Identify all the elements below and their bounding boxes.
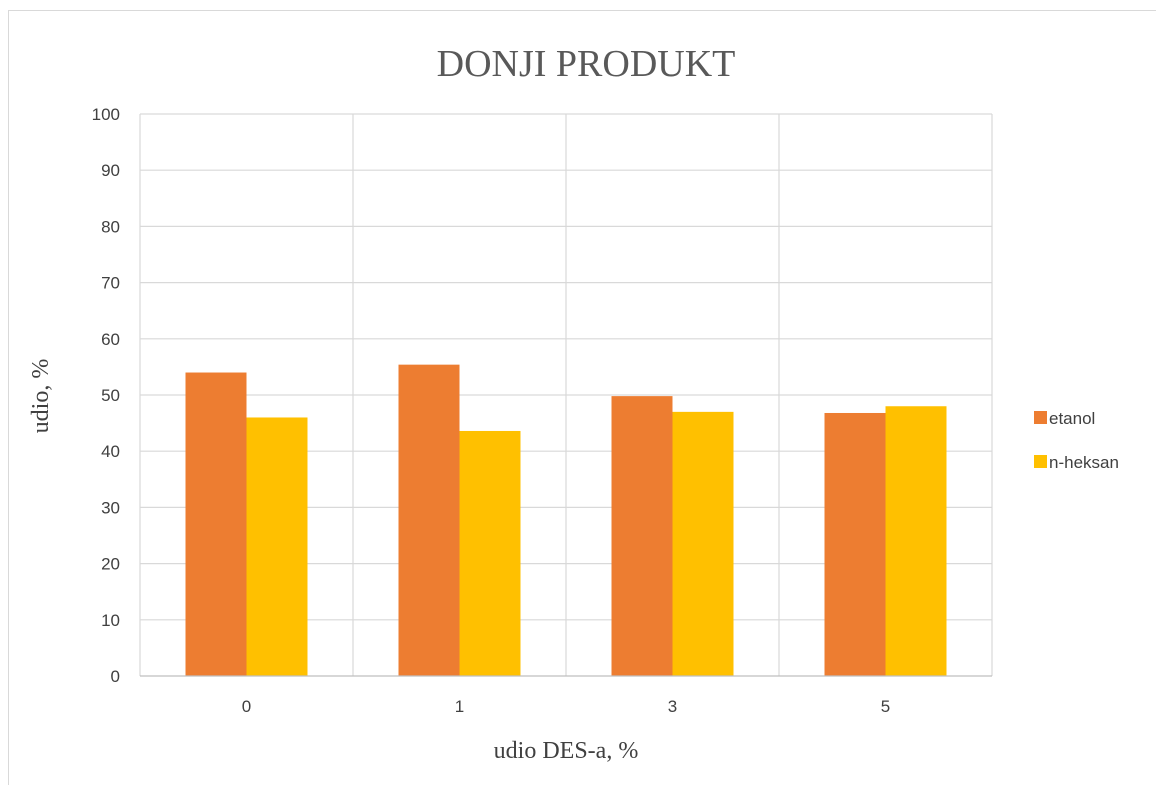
y-tick-label: 0 (111, 667, 120, 686)
bar-n-heksan-0 (246, 417, 308, 676)
y-tick-label: 70 (101, 274, 120, 293)
chart-frame (8, 10, 1156, 785)
bar-etanol-0 (185, 372, 247, 676)
y-tick-label: 90 (101, 161, 120, 180)
y-tick-label: 50 (101, 386, 120, 405)
y-tick-label: 10 (101, 611, 120, 630)
bar-etanol-5 (824, 412, 886, 676)
bar-n-heksan-1 (459, 430, 521, 676)
bar-etanol-3 (611, 396, 673, 676)
y-tick-label: 80 (101, 217, 120, 236)
x-tick-label: 5 (881, 697, 890, 716)
bar-n-heksan-3 (672, 411, 734, 676)
bar-n-heksan-5 (885, 406, 947, 676)
y-axis-title: udio, % (28, 359, 54, 434)
x-axis-ticks: 0 1 3 5 (242, 697, 890, 716)
y-tick-label: 20 (101, 555, 120, 574)
y-tick-label: 100 (92, 105, 120, 124)
x-axis-title: udio DES-a, % (494, 738, 639, 764)
y-tick-label: 40 (101, 442, 120, 461)
y-tick-label: 30 (101, 498, 120, 517)
y-tick-label: 60 (101, 330, 120, 349)
x-tick-label: 0 (242, 697, 251, 716)
y-axis-ticks: 0 10 20 30 40 50 60 70 80 90 100 (92, 105, 120, 686)
x-tick-label: 3 (668, 697, 677, 716)
legend-label-n-heksan: n-heksan (1049, 453, 1119, 472)
x-tick-label: 1 (455, 697, 464, 716)
legend-swatch-etanol (1034, 411, 1047, 424)
legend-swatch-n-heksan (1034, 455, 1047, 468)
bar-etanol-1 (398, 364, 460, 676)
legend: etanol n-heksan (1034, 409, 1119, 472)
bars (185, 364, 947, 676)
legend-label-etanol: etanol (1049, 409, 1095, 428)
chart-title: DONJI PRODUKT (437, 43, 736, 85)
